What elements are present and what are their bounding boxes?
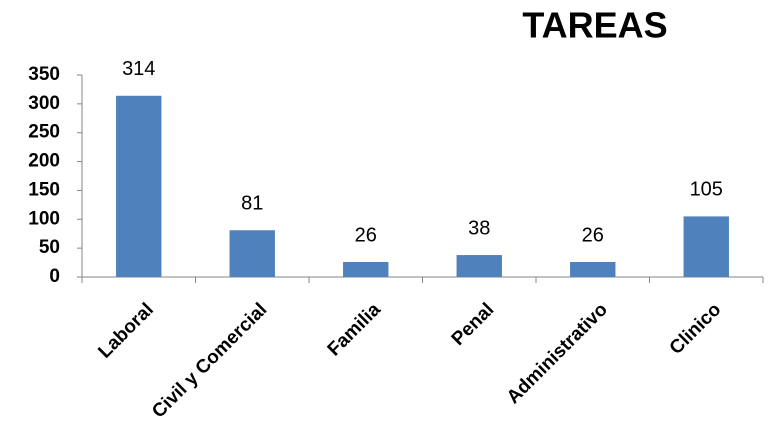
x-tick-label: Civil y Comercial (148, 299, 271, 422)
x-tick-label: Penal (448, 299, 499, 350)
x-tick-label: Familia (324, 299, 385, 360)
x-tick-label: Clinico (666, 299, 726, 359)
y-tick-label: 250 (28, 122, 60, 143)
data-label: 314 (122, 58, 155, 80)
chart-title: TAREAS (522, 5, 667, 46)
x-tick-label: Administrativo (503, 299, 612, 408)
y-tick-label: 300 (28, 93, 60, 114)
y-tick-label: 0 (49, 266, 60, 287)
y-tick-label: 350 (28, 64, 60, 85)
y-tick-label: 150 (28, 179, 60, 200)
data-label: 26 (355, 224, 377, 246)
bar (229, 230, 275, 277)
x-tick-label: Laboral (94, 299, 157, 362)
data-label: 26 (582, 224, 604, 246)
data-label: 38 (468, 217, 490, 239)
bar (456, 255, 502, 277)
y-tick-label: 50 (39, 237, 60, 258)
y-tick-label: 200 (28, 151, 60, 172)
bar (343, 261, 389, 277)
bar (570, 261, 616, 277)
data-label: 81 (241, 193, 263, 215)
bar (683, 216, 729, 277)
data-label: 105 (690, 179, 723, 201)
bar (116, 95, 162, 277)
y-tick-label: 100 (28, 208, 60, 229)
